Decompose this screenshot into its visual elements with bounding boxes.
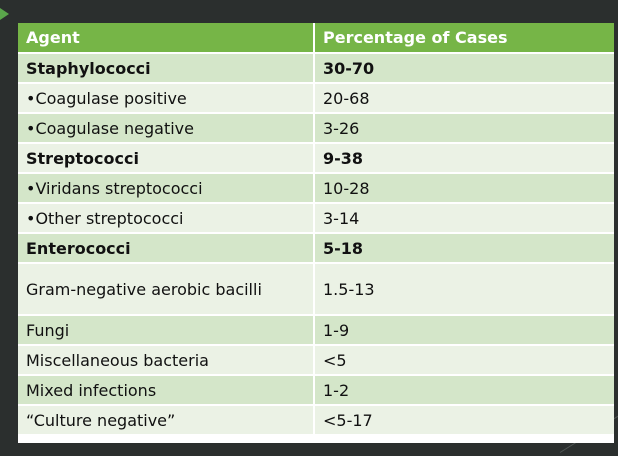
table-row: Miscellaneous bacteria <5 bbox=[18, 345, 614, 376]
header-percentage: Percentage of Cases bbox=[314, 23, 614, 54]
percentage-cell: 3-14 bbox=[314, 203, 614, 234]
percentage-cell: 20-68 bbox=[314, 83, 614, 114]
percentage-cell: 1-9 bbox=[314, 315, 614, 346]
agent-cell: Staphylococci bbox=[18, 53, 315, 84]
percentage-cell: 5-18 bbox=[314, 233, 614, 264]
percentage-cell: 9-38 bbox=[314, 143, 614, 174]
header-agent: Agent bbox=[18, 23, 315, 54]
table-container: Agent Percentage of Cases Staphylococci 3… bbox=[18, 23, 614, 443]
table-row: Fungi 1-9 bbox=[18, 315, 614, 346]
agent-cell: Streptococci bbox=[18, 143, 315, 174]
table-row: Streptococci 9-38 bbox=[18, 143, 614, 174]
agent-cell: “Culture negative” bbox=[18, 405, 315, 436]
table-row: “Culture negative” <5-17 bbox=[18, 405, 614, 436]
table-row: •Coagulase negative 3-26 bbox=[18, 113, 614, 144]
agent-cell: Mixed infections bbox=[18, 375, 315, 406]
agent-cell: Fungi bbox=[18, 315, 315, 346]
agent-cell: •Coagulase positive bbox=[18, 83, 315, 114]
agent-cell: •Viridans streptococci bbox=[18, 173, 315, 204]
agent-cell: Gram-negative aerobic bacilli bbox=[18, 263, 315, 316]
agent-cell: •Other streptococci bbox=[18, 203, 315, 234]
percentage-cell: 1-2 bbox=[314, 375, 614, 406]
table-header-row: Agent Percentage of Cases bbox=[18, 23, 614, 54]
table-row: •Other streptococci 3-14 bbox=[18, 203, 614, 234]
percentage-cell: 30-70 bbox=[314, 53, 614, 84]
percentage-cell: <5-17 bbox=[314, 405, 614, 436]
percentage-cell: 1.5-13 bbox=[314, 263, 614, 316]
table-row: Mixed infections 1-2 bbox=[18, 375, 614, 406]
table-row: •Viridans streptococci 10-28 bbox=[18, 173, 614, 204]
agent-cell: •Coagulase negative bbox=[18, 113, 315, 144]
agent-cell: Enterococci bbox=[18, 233, 315, 264]
table-row: Staphylococci 30-70 bbox=[18, 53, 614, 84]
table-row: Gram-negative aerobic bacilli 1.5-13 bbox=[18, 263, 614, 316]
percentage-cell: 10-28 bbox=[314, 173, 614, 204]
percentage-cell: <5 bbox=[314, 345, 614, 376]
agent-cell: Miscellaneous bacteria bbox=[18, 345, 315, 376]
table-row: •Coagulase positive 20-68 bbox=[18, 83, 614, 114]
table-row: Enterococci 5-18 bbox=[18, 233, 614, 264]
percentage-cell: 3-26 bbox=[314, 113, 614, 144]
agents-table: Agent Percentage of Cases Staphylococci 3… bbox=[18, 23, 614, 436]
slide-arrow-icon bbox=[0, 8, 9, 20]
